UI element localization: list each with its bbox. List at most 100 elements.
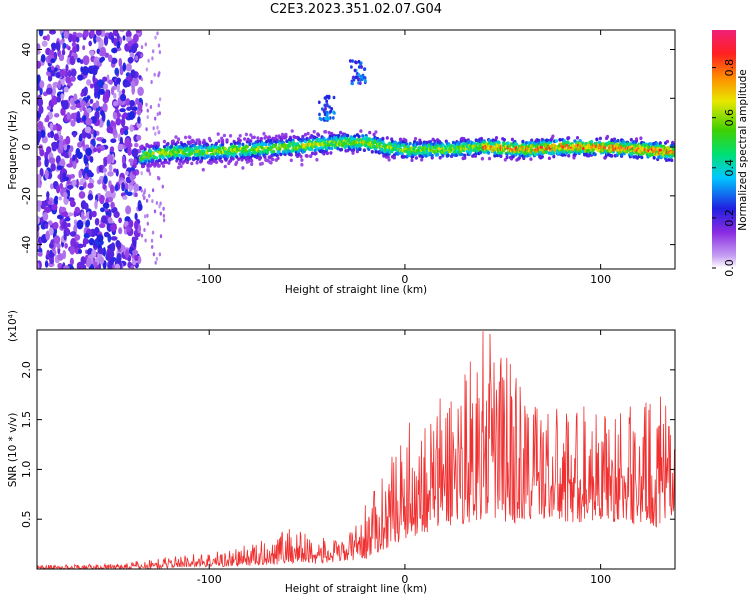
spectrogram-noise-cell	[76, 243, 84, 249]
spectrogram-ridge-cell	[179, 164, 183, 168]
spectrogram-ridge-cell	[463, 156, 467, 160]
spectrogram-noise-cell	[76, 151, 83, 160]
spectrogram-noise-cell	[70, 75, 76, 82]
spectrogram-noise-cell	[84, 202, 89, 211]
spectrogram-ridge-cell	[613, 140, 618, 144]
spectrogram-noise-cell	[146, 108, 149, 113]
spectrogram-feature-cell	[350, 81, 354, 86]
spectrogram-ridge-cell	[184, 144, 189, 148]
spectrogram-ridge-cell	[652, 156, 656, 160]
snr-frame	[36, 329, 676, 570]
spectrogram-noise-cell	[49, 30, 56, 35]
spectrogram-noise-cell	[51, 144, 57, 152]
spectrogram-ridge-cell	[264, 142, 268, 147]
spectrogram-noise-cell	[113, 37, 117, 47]
spectrogram-ridge-cell	[567, 136, 571, 140]
spectrogram-ridge-cell	[545, 150, 549, 154]
spectrogram-ridge-cell	[487, 146, 491, 151]
spectrogram-noise-cell	[70, 174, 75, 179]
spectrogram-feature-cell	[320, 117, 323, 122]
spectrogram-noise-cell	[56, 185, 61, 194]
spectrogram-noise-cell	[59, 70, 67, 77]
spectrogram-noise-cell	[125, 30, 132, 38]
spectrogram-noise-cell	[49, 258, 55, 265]
spectrogram-noise-cell	[151, 230, 155, 235]
spectrogram-noise-cell	[86, 257, 92, 268]
spectrogram-y-axis-label: Frequency (Hz)	[7, 110, 19, 189]
spectrogram-noise-cell	[162, 218, 166, 223]
spectrogram-noise-cell	[154, 116, 157, 121]
spectrogram-noise-cell	[113, 92, 117, 99]
spectrogram-noise-cell	[125, 63, 132, 72]
spectrogram-noise-cell	[37, 251, 43, 257]
spectrogram-noise-cell	[77, 74, 84, 81]
spectrogram-ridge-cell	[629, 137, 633, 142]
spectrogram-ridge-cell	[147, 168, 151, 173]
spectrogram-noise-cell	[111, 128, 118, 136]
spectrogram-noise-cell	[42, 212, 49, 221]
spectrogram-noise-cell	[122, 162, 127, 168]
spectrogram-noise-cell	[70, 112, 78, 120]
spectrogram-ridge-cell	[309, 154, 313, 158]
spectrogram-noise-cell	[122, 62, 127, 72]
spectrogram-ridge-cell	[306, 131, 310, 136]
spectrogram-noise-cell	[131, 106, 138, 112]
spectrogram-ridge-cell	[285, 139, 289, 143]
spectrogram-noise-cell	[62, 42, 67, 49]
spectrogram-noise-cell	[89, 50, 95, 57]
spectrogram-ridge-cell	[270, 141, 274, 145]
spectrogram-noise-cell	[78, 249, 82, 254]
spectrogram-noise-cell	[37, 174, 42, 182]
spectrogram-noise-cell	[113, 168, 117, 173]
spectrogram-noise-cell	[162, 206, 165, 211]
spectrogram-ridge-cell	[185, 160, 189, 165]
spectrogram-noise-cell	[89, 210, 93, 221]
spectrogram-feature-cell	[330, 107, 334, 111]
spectrogram-ridge-cell	[218, 147, 222, 151]
spectrogram-noise-cell	[63, 231, 67, 241]
spectrogram-noise-cell	[102, 202, 110, 209]
spectrogram-noise-cell	[145, 102, 148, 107]
spectrogram-noise-cell	[151, 188, 155, 193]
spectrogram-feature-cell	[357, 65, 361, 69]
spectrogram-ridge-cell	[551, 134, 555, 139]
spectrogram-ridge-cell	[514, 152, 518, 157]
spectrogram-noise-cell	[125, 46, 132, 51]
spectrogram-ridge-cell	[598, 136, 603, 141]
spectrogram-ridge-cell	[406, 144, 410, 149]
spectrogram-ridge-cell	[359, 129, 363, 133]
spectrogram-noise-cell	[93, 261, 98, 268]
spectrogram-ridge-cell	[194, 141, 198, 146]
spectrogram-ridge-cell	[264, 135, 268, 139]
spectrogram-ridge-cell	[450, 153, 455, 157]
spectrogram-noise-cell	[118, 57, 123, 68]
snr-y-tick-label: 1.5	[20, 411, 33, 429]
spectrogram-noise-cell	[37, 215, 40, 225]
spectrogram-noise-cell	[110, 86, 115, 96]
spectrogram-ridge-cell	[162, 164, 166, 168]
spectrogram-noise-cell	[78, 181, 84, 186]
spectrogram-noise-cell	[152, 49, 155, 54]
spectrogram-ridge-cell	[494, 136, 499, 140]
spectrogram-noise-cell	[99, 50, 104, 57]
spectrogram-noise-cell	[154, 131, 157, 136]
spectrogram-noise-cell	[37, 60, 41, 69]
spectrogram-ridge-cell	[212, 155, 216, 159]
colorbar-tick-label: 0.2	[723, 209, 736, 227]
spectrogram-ridge-cell	[547, 156, 552, 161]
spectrogram-noise-cell	[56, 242, 61, 249]
spectrogram-ridge-cell	[672, 143, 675, 147]
spectrogram-noise-cell	[96, 137, 103, 142]
spectrogram-noise-cell	[147, 58, 150, 63]
spectrogram-noise-cell	[88, 40, 92, 47]
spectrogram-noise-cell	[85, 118, 93, 126]
spectrogram-ridge-cell	[166, 142, 170, 146]
spectrogram-ridge-cell	[620, 153, 624, 157]
spectrogram-ridge-cell	[400, 152, 404, 157]
spectrogram-ridge-cell	[327, 146, 331, 150]
spectrogram-noise-cell	[94, 199, 98, 210]
spectrogram-noise-cell	[126, 106, 132, 111]
spectrogram-noise-cell	[140, 45, 144, 50]
spectrogram-noise-cell	[156, 125, 159, 130]
spectrogram-noise-cell	[116, 77, 121, 84]
